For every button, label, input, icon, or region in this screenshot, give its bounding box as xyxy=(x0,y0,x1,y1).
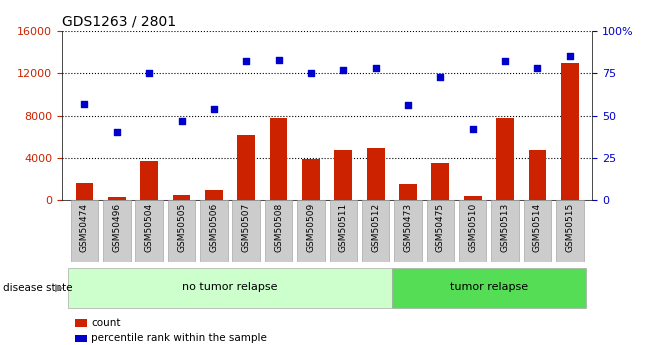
Text: GSM50515: GSM50515 xyxy=(565,203,574,253)
FancyBboxPatch shape xyxy=(395,200,422,262)
Text: GSM50505: GSM50505 xyxy=(177,203,186,253)
Text: GSM50506: GSM50506 xyxy=(210,203,218,253)
Text: GSM50509: GSM50509 xyxy=(307,203,316,253)
Text: no tumor relapse: no tumor relapse xyxy=(182,282,278,292)
Text: GSM50508: GSM50508 xyxy=(274,203,283,253)
FancyBboxPatch shape xyxy=(426,200,454,262)
Bar xyxy=(205,189,223,200)
Text: GSM50514: GSM50514 xyxy=(533,203,542,252)
Point xyxy=(176,118,187,124)
Bar xyxy=(141,161,158,200)
Point xyxy=(111,130,122,135)
Bar xyxy=(392,268,586,308)
Text: GSM50504: GSM50504 xyxy=(145,203,154,252)
Text: disease state: disease state xyxy=(3,283,73,293)
Bar xyxy=(529,150,546,200)
FancyBboxPatch shape xyxy=(298,200,325,262)
Bar xyxy=(76,183,93,200)
Point xyxy=(306,71,316,76)
Text: percentile rank within the sample: percentile rank within the sample xyxy=(91,333,267,343)
Bar xyxy=(399,184,417,200)
FancyBboxPatch shape xyxy=(523,200,551,262)
Text: GSM50510: GSM50510 xyxy=(468,203,477,253)
Text: tumor relapse: tumor relapse xyxy=(450,282,528,292)
Point xyxy=(467,126,478,132)
FancyBboxPatch shape xyxy=(103,200,131,262)
Text: GSM50475: GSM50475 xyxy=(436,203,445,252)
Text: GSM50511: GSM50511 xyxy=(339,203,348,253)
Bar xyxy=(270,118,288,200)
Bar xyxy=(335,150,352,200)
Point xyxy=(79,101,90,107)
Bar xyxy=(68,268,392,308)
Text: GSM50496: GSM50496 xyxy=(113,203,121,252)
Bar xyxy=(302,159,320,200)
Point xyxy=(435,74,445,79)
FancyBboxPatch shape xyxy=(232,200,260,262)
FancyBboxPatch shape xyxy=(265,200,292,262)
FancyBboxPatch shape xyxy=(459,200,486,262)
Bar xyxy=(496,118,514,200)
Point xyxy=(403,103,413,108)
Text: ▶: ▶ xyxy=(55,283,64,293)
Bar xyxy=(561,63,579,200)
FancyBboxPatch shape xyxy=(556,200,583,262)
Text: GSM50473: GSM50473 xyxy=(404,203,413,252)
FancyBboxPatch shape xyxy=(362,200,389,262)
FancyBboxPatch shape xyxy=(329,200,357,262)
FancyBboxPatch shape xyxy=(71,200,98,262)
Bar xyxy=(432,163,449,200)
Text: GSM50507: GSM50507 xyxy=(242,203,251,253)
Point xyxy=(338,67,348,73)
Bar xyxy=(367,148,385,200)
FancyBboxPatch shape xyxy=(168,200,195,262)
FancyBboxPatch shape xyxy=(200,200,228,262)
Text: count: count xyxy=(91,318,120,327)
Point xyxy=(564,54,575,59)
Bar xyxy=(464,196,482,200)
Text: GDS1263 / 2801: GDS1263 / 2801 xyxy=(62,14,176,29)
FancyBboxPatch shape xyxy=(135,200,163,262)
Point xyxy=(144,71,154,76)
Point xyxy=(241,59,251,64)
FancyBboxPatch shape xyxy=(492,200,519,262)
Point xyxy=(209,106,219,111)
Point xyxy=(500,59,510,64)
Text: GSM50474: GSM50474 xyxy=(80,203,89,252)
Text: GSM50512: GSM50512 xyxy=(371,203,380,252)
Bar xyxy=(108,197,126,200)
Point xyxy=(533,66,543,71)
Bar xyxy=(238,135,255,200)
Point xyxy=(273,57,284,62)
Bar xyxy=(173,195,191,200)
Point xyxy=(370,66,381,71)
Text: GSM50513: GSM50513 xyxy=(501,203,510,253)
